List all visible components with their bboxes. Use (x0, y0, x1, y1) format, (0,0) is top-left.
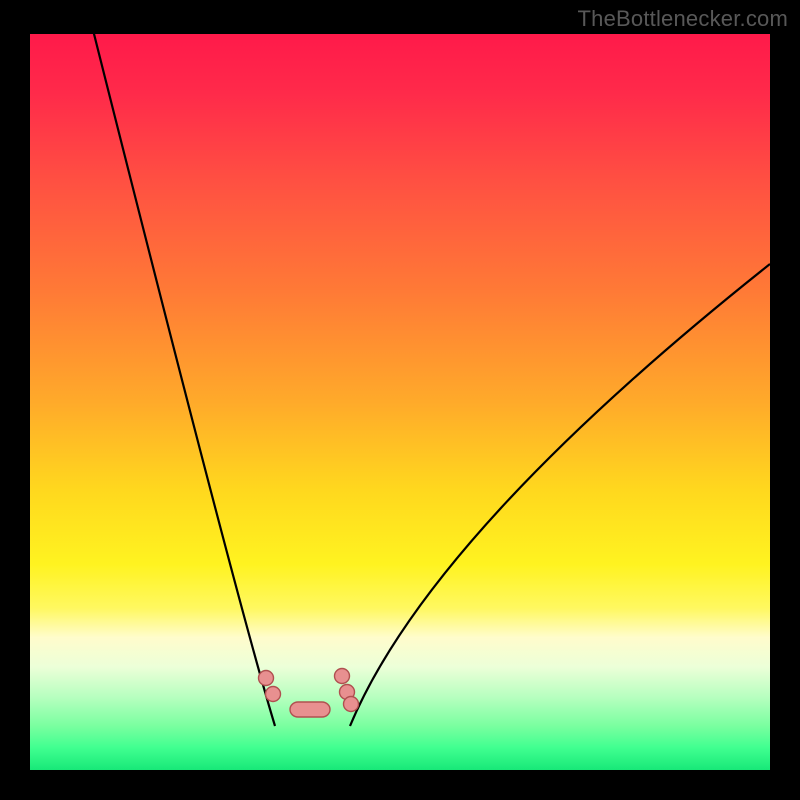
marker-dot-1 (266, 687, 281, 702)
marker-bar (290, 702, 330, 717)
chart-svg (0, 0, 800, 800)
watermark-text: TheBottlenecker.com (578, 6, 788, 32)
curve-right (350, 264, 770, 726)
marker-dot-4 (344, 697, 359, 712)
marker-dot-2 (335, 669, 350, 684)
curve-left (92, 26, 275, 726)
marker-dot-0 (259, 671, 274, 686)
